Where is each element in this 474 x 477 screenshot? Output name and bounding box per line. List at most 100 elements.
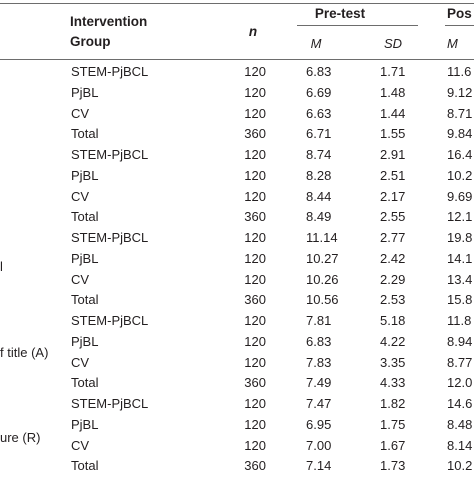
cell-m-pretest: 6.71 — [306, 126, 332, 142]
left-label-b: f title (A) — [0, 345, 49, 360]
cell-n: 120 — [244, 333, 266, 349]
cell-m-pretest: 10.56 — [306, 292, 339, 308]
cell-m-pretest: 7.81 — [306, 313, 332, 328]
cell-m-posttest: 9.69 — [447, 188, 473, 204]
cell-sd-pretest: 1.44 — [380, 105, 406, 121]
cell-n: 360 — [244, 375, 266, 391]
cell-sd-pretest: 1.73 — [380, 458, 406, 474]
pretest-underline — [297, 25, 418, 26]
cell-m-posttest: 8.77 — [447, 354, 473, 370]
left-label-c: ure (R) — [0, 430, 41, 445]
header-intervention-group: Intervention Group — [70, 14, 148, 49]
cell-sd-pretest: 3.35 — [380, 354, 406, 370]
cell-m-pretest: 7.47 — [306, 396, 332, 411]
table-row: PjBL 120 6.69 1.48 9.12 — [0, 83, 474, 104]
cell-n: 120 — [244, 437, 266, 453]
cell-m-pretest: 8.74 — [306, 147, 332, 162]
cell-m-pretest: 6.83 — [306, 64, 332, 79]
table-row: CV 120 7.83 3.35 8.77 — [0, 353, 474, 374]
cell-sd-pretest: 2.42 — [380, 250, 406, 266]
cell-n: 120 — [244, 396, 266, 411]
cell-group: PjBL — [71, 416, 99, 432]
cell-sd-pretest: 2.51 — [380, 167, 406, 183]
cell-group: STEM-PjBCL — [71, 147, 149, 162]
cell-n: 360 — [244, 458, 266, 474]
cell-sd-pretest: 2.17 — [380, 188, 406, 204]
cell-sd-pretest: 1.82 — [380, 396, 406, 411]
posttest-underline — [445, 25, 474, 26]
cell-m-posttest: 13.4 — [447, 271, 473, 287]
cell-group: CV — [71, 105, 90, 121]
header-sd-pretest: SD — [383, 36, 403, 51]
cell-n: 120 — [244, 230, 266, 245]
cell-m-pretest: 6.63 — [306, 105, 332, 121]
cell-m-pretest: 6.69 — [306, 84, 332, 100]
table-row: CV 120 8.44 2.17 9.69 — [0, 187, 474, 208]
cell-m-pretest: 7.49 — [306, 375, 332, 391]
cell-m-posttest: 19.8 — [447, 230, 473, 245]
cell-sd-pretest: 1.48 — [380, 84, 406, 100]
cell-n: 120 — [244, 271, 266, 287]
cell-sd-pretest: 2.77 — [380, 230, 406, 245]
cell-m-posttest: 12.1 — [447, 209, 473, 225]
header-posttest: Pos — [447, 6, 472, 21]
header-m-pretest: M — [310, 36, 322, 51]
cell-n: 120 — [244, 188, 266, 204]
table-row: PjBL 120 8.28 2.51 10.2 — [0, 166, 474, 187]
cell-m-posttest: 14.6 — [447, 396, 473, 411]
table-row: CV 120 7.00 1.67 8.14 — [0, 436, 474, 457]
header-pretest: Pre-test — [314, 6, 366, 21]
cell-m-posttest: 14.1 — [447, 250, 473, 266]
cell-m-pretest: 10.26 — [306, 271, 339, 287]
cell-group: Total — [71, 126, 99, 142]
top-rule — [0, 3, 474, 4]
table-row: STEM-PjBCL 120 8.74 2.91 16.4 — [0, 145, 474, 166]
cell-m-pretest: 7.83 — [306, 354, 332, 370]
cell-n: 120 — [244, 105, 266, 121]
cell-n: 360 — [244, 126, 266, 142]
cell-n: 120 — [244, 64, 266, 79]
cell-m-posttest: 15.8 — [447, 292, 473, 308]
cell-sd-pretest: 2.55 — [380, 209, 406, 225]
cell-m-pretest: 7.00 — [306, 437, 332, 453]
table-row: CV 120 6.63 1.44 8.71 — [0, 104, 474, 125]
cell-group: PjBL — [71, 84, 99, 100]
cell-group: Total — [71, 209, 99, 225]
cell-m-posttest: 9.12 — [447, 84, 473, 100]
cell-n: 120 — [244, 84, 266, 100]
cell-group: CV — [71, 271, 90, 287]
cell-sd-pretest: 1.75 — [380, 416, 406, 432]
table-row: Total 360 8.49 2.55 12.1 — [0, 207, 474, 228]
table-row: Total 360 7.14 1.73 10.2 — [0, 456, 474, 477]
cell-sd-pretest: 5.18 — [380, 313, 406, 328]
cell-n: 120 — [244, 147, 266, 162]
cell-m-pretest: 6.83 — [306, 333, 332, 349]
cell-m-pretest: 6.95 — [306, 416, 332, 432]
table-row: PjBL 120 6.95 1.75 8.48 — [0, 415, 474, 436]
cell-m-posttest: 8.71 — [447, 105, 473, 121]
table-row: Total 360 10.56 2.53 15.8 — [0, 290, 474, 311]
cell-group: PjBL — [71, 167, 99, 183]
cell-m-posttest: 10.2 — [447, 167, 473, 183]
cell-n: 120 — [244, 416, 266, 432]
header-m-posttest: M — [447, 36, 458, 51]
cell-n: 120 — [244, 354, 266, 370]
cell-m-pretest: 8.49 — [306, 209, 332, 225]
cell-group: PjBL — [71, 250, 99, 266]
cell-m-pretest: 10.27 — [306, 250, 339, 266]
cell-sd-pretest: 2.29 — [380, 271, 406, 287]
cell-m-pretest: 8.44 — [306, 188, 332, 204]
cell-sd-pretest: 1.55 — [380, 126, 406, 142]
cell-n: 120 — [244, 250, 266, 266]
cell-sd-pretest: 4.22 — [380, 333, 406, 349]
cell-group: STEM-PjBCL — [71, 396, 149, 411]
table-row: STEM-PjBCL 120 6.83 1.71 11.6 — [0, 62, 474, 83]
cell-m-posttest: 10.2 — [447, 458, 473, 474]
cell-group: PjBL — [71, 333, 99, 349]
cell-sd-pretest: 1.67 — [380, 437, 406, 453]
cell-m-posttest: 8.48 — [447, 416, 473, 432]
table-row: STEM-PjBCL 120 11.14 2.77 19.8 — [0, 228, 474, 249]
cell-n: 360 — [244, 209, 266, 225]
cell-m-posttest: 9.84 — [447, 126, 473, 142]
cell-group: Total — [71, 292, 99, 308]
